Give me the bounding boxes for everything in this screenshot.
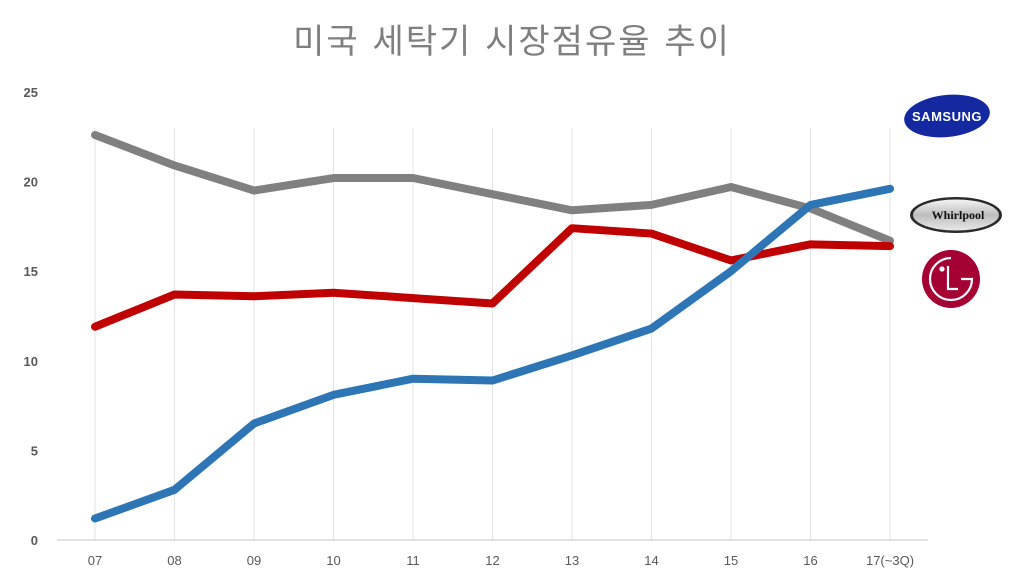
y-tick-label: 20 (24, 175, 38, 190)
y-tick-label: 5 (31, 443, 38, 458)
series-line-samsung (91, 184, 894, 523)
lg-logo (921, 249, 981, 309)
y-axis-ticks: 0 5 10 15 20 25 (24, 85, 38, 548)
y-tick-label: 0 (31, 533, 38, 548)
whirlpool-logo: Whirlpool (908, 195, 1004, 235)
x-tick-label: 11 (406, 553, 420, 568)
x-tick-label: 12 (485, 553, 499, 568)
y-tick-label: 15 (24, 264, 38, 279)
gridlines (94, 128, 891, 540)
x-tick-label: 07 (88, 553, 102, 568)
series-line-whirlpool (91, 131, 894, 245)
x-tick-label: 13 (565, 553, 579, 568)
x-axis-ticks: 07 08 09 10 11 12 13 14 15 16 17(~3Q) (88, 553, 914, 568)
x-tick-label: 14 (644, 553, 658, 568)
series-lines (91, 131, 894, 523)
x-tick-label: 09 (247, 553, 261, 568)
x-tick-label: 08 (167, 553, 181, 568)
samsung-logo-text: SAMSUNG (912, 109, 982, 124)
whirlpool-logo-text: Whirlpool (932, 208, 985, 222)
y-tick-label: 25 (24, 85, 38, 100)
x-tick-label: 15 (724, 553, 738, 568)
chart-title: 미국 세탁기 시장점유율 추이 (293, 22, 731, 62)
x-tick-label: 10 (326, 553, 340, 568)
x-tick-label: 17(~3Q) (866, 553, 914, 568)
series-line-lg (91, 224, 894, 331)
y-tick-label: 10 (24, 354, 38, 369)
x-tick-label: 16 (803, 553, 817, 568)
samsung-logo: SAMSUNG (903, 93, 991, 139)
